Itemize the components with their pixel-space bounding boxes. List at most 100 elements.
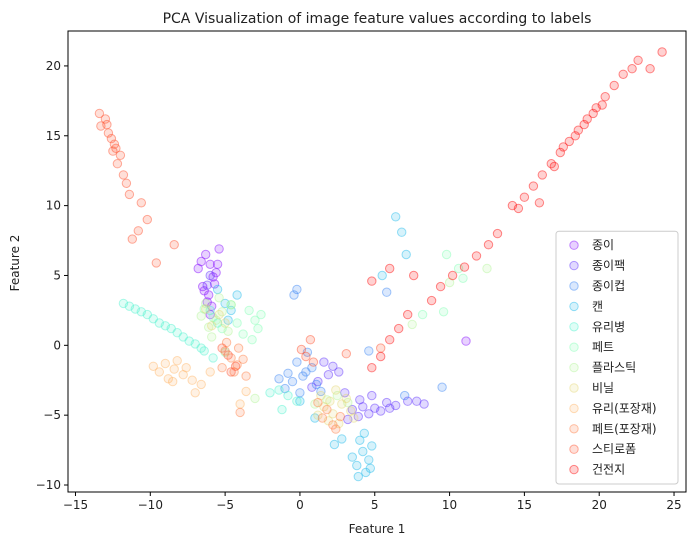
- point-2-2: [298, 371, 308, 381]
- point-3-3: [367, 441, 377, 451]
- legend-marker-7: [569, 383, 579, 393]
- point-3-18: [397, 227, 407, 237]
- point-2-0: [287, 376, 298, 387]
- point-1-17: [307, 382, 317, 392]
- point-8-7: [148, 361, 159, 371]
- point-4-18: [265, 388, 275, 398]
- x-tick-label-7: 20: [592, 498, 607, 512]
- point-4-6: [190, 339, 200, 349]
- point-1-16: [334, 367, 344, 377]
- point-7-12: [214, 309, 224, 320]
- point-6-2: [217, 307, 227, 317]
- legend-marker-0: [569, 240, 579, 250]
- point-10-13: [133, 226, 144, 236]
- point-1-6: [353, 411, 363, 422]
- point-9-3: [229, 367, 239, 377]
- point-11-5: [582, 114, 592, 124]
- point-4-5: [178, 332, 188, 342]
- point-0-13: [199, 286, 209, 296]
- legend-label-11: 건전지: [592, 463, 625, 477]
- point-2-16: [316, 386, 326, 397]
- point-10-12: [142, 214, 153, 225]
- point-8-14: [241, 386, 251, 397]
- point-2-14: [400, 390, 410, 401]
- point-7-8: [331, 385, 341, 395]
- point-0-0: [201, 249, 211, 260]
- point-0-2: [208, 272, 218, 282]
- point-10-21: [226, 367, 236, 377]
- point-10-0: [103, 128, 114, 138]
- point-7-7: [316, 390, 326, 401]
- y-tick-label-4: 10: [46, 199, 61, 213]
- point-11-24: [471, 251, 482, 261]
- y-tick-label-1: −5: [43, 408, 61, 422]
- point-6-8: [214, 293, 224, 303]
- point-10-6: [100, 114, 111, 124]
- point-11-18: [519, 192, 530, 202]
- point-10-27: [376, 343, 386, 353]
- point-1-2: [370, 403, 380, 413]
- point-5-15: [458, 273, 468, 283]
- x-axis: −15 −10 −5 0 5 10 15 20 25: [63, 492, 682, 512]
- point-0-3: [198, 281, 208, 292]
- point-11-30: [394, 323, 404, 334]
- point-2-6: [311, 379, 322, 390]
- legend-label-5: 페트: [592, 340, 614, 354]
- point-4-7: [199, 346, 209, 356]
- point-4-21: [205, 305, 215, 316]
- point-10-5: [118, 170, 129, 180]
- point-1-19: [340, 388, 350, 398]
- point-9-6: [221, 337, 232, 348]
- point-1-20: [412, 396, 422, 406]
- point-3-2: [352, 460, 362, 471]
- point-2-4: [292, 357, 302, 367]
- point-11-16: [597, 100, 607, 110]
- point-7-2: [337, 399, 347, 409]
- point-3-9: [359, 428, 369, 438]
- point-1-23: [202, 280, 212, 290]
- point-5-11: [220, 347, 230, 357]
- x-tick-label-1: −10: [138, 498, 163, 512]
- point-5-8: [217, 323, 227, 334]
- point-10-4: [112, 159, 123, 169]
- point-8-13: [235, 399, 245, 409]
- legend-box: [555, 230, 679, 485]
- point-7-10: [325, 396, 335, 406]
- point-11-22: [492, 228, 503, 239]
- point-5-3: [238, 329, 248, 339]
- point-11-31: [385, 335, 395, 345]
- point-6-1: [204, 322, 214, 332]
- point-7-3: [346, 406, 356, 416]
- point-2-5: [302, 347, 313, 357]
- point-3-7: [365, 463, 375, 473]
- point-8-9: [196, 379, 206, 390]
- legend-label-1: 종이팩: [592, 259, 625, 273]
- point-11-37: [409, 270, 419, 281]
- point-11-39: [367, 276, 377, 286]
- point-3-6: [347, 452, 357, 462]
- legend-label-9: 페트(포장재): [592, 422, 657, 436]
- point-10-20: [217, 343, 227, 353]
- point-4-14: [184, 336, 194, 346]
- point-6-15: [407, 319, 417, 330]
- legend-marker-1: [569, 260, 579, 271]
- legend-label-4: 유리병: [592, 320, 625, 334]
- point-9-4: [238, 354, 248, 364]
- point-10-29: [169, 240, 179, 250]
- point-2-10: [292, 284, 302, 295]
- point-9-5: [217, 363, 227, 373]
- point-0-4: [204, 290, 214, 300]
- point-5-6: [226, 300, 236, 310]
- point-10-16: [102, 119, 112, 130]
- point-8-6: [181, 363, 191, 373]
- point-10-11: [136, 198, 147, 208]
- point-6-16: [250, 393, 260, 404]
- point-3-19: [401, 249, 411, 260]
- point-3-14: [212, 284, 223, 295]
- point-4-11: [148, 314, 159, 324]
- point-0-6: [193, 263, 203, 274]
- point-5-1: [244, 305, 254, 316]
- point-6-12: [343, 397, 353, 408]
- point-11-13: [570, 131, 580, 141]
- point-8-12: [168, 376, 178, 387]
